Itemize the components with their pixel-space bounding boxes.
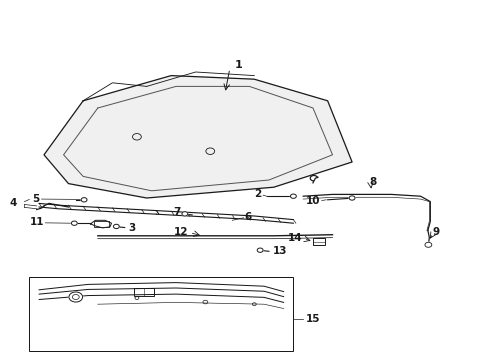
Circle shape (113, 224, 119, 229)
Circle shape (81, 198, 87, 202)
Circle shape (71, 221, 77, 225)
Bar (29, 277, 293, 351)
Text: 8: 8 (368, 177, 376, 187)
Text: 14: 14 (287, 233, 302, 243)
Circle shape (424, 242, 431, 247)
Text: 9: 9 (432, 227, 439, 237)
Circle shape (348, 196, 354, 200)
Bar (134, 288, 154, 296)
Text: 6: 6 (244, 212, 251, 222)
Circle shape (290, 194, 296, 198)
Circle shape (257, 248, 263, 252)
Text: 15: 15 (305, 314, 320, 324)
Bar (94, 221, 109, 227)
Text: 13: 13 (272, 246, 286, 256)
Text: 2: 2 (254, 189, 261, 199)
Text: 1: 1 (234, 60, 242, 70)
Polygon shape (44, 76, 351, 198)
Text: 11: 11 (29, 217, 44, 227)
Circle shape (182, 212, 187, 216)
Text: 12: 12 (173, 227, 188, 237)
Circle shape (69, 292, 82, 302)
Bar (312, 238, 325, 245)
Text: 10: 10 (305, 196, 320, 206)
Text: 3: 3 (128, 222, 135, 233)
Text: 7: 7 (173, 207, 181, 217)
Text: 5: 5 (32, 194, 39, 204)
Text: 4: 4 (10, 198, 17, 208)
